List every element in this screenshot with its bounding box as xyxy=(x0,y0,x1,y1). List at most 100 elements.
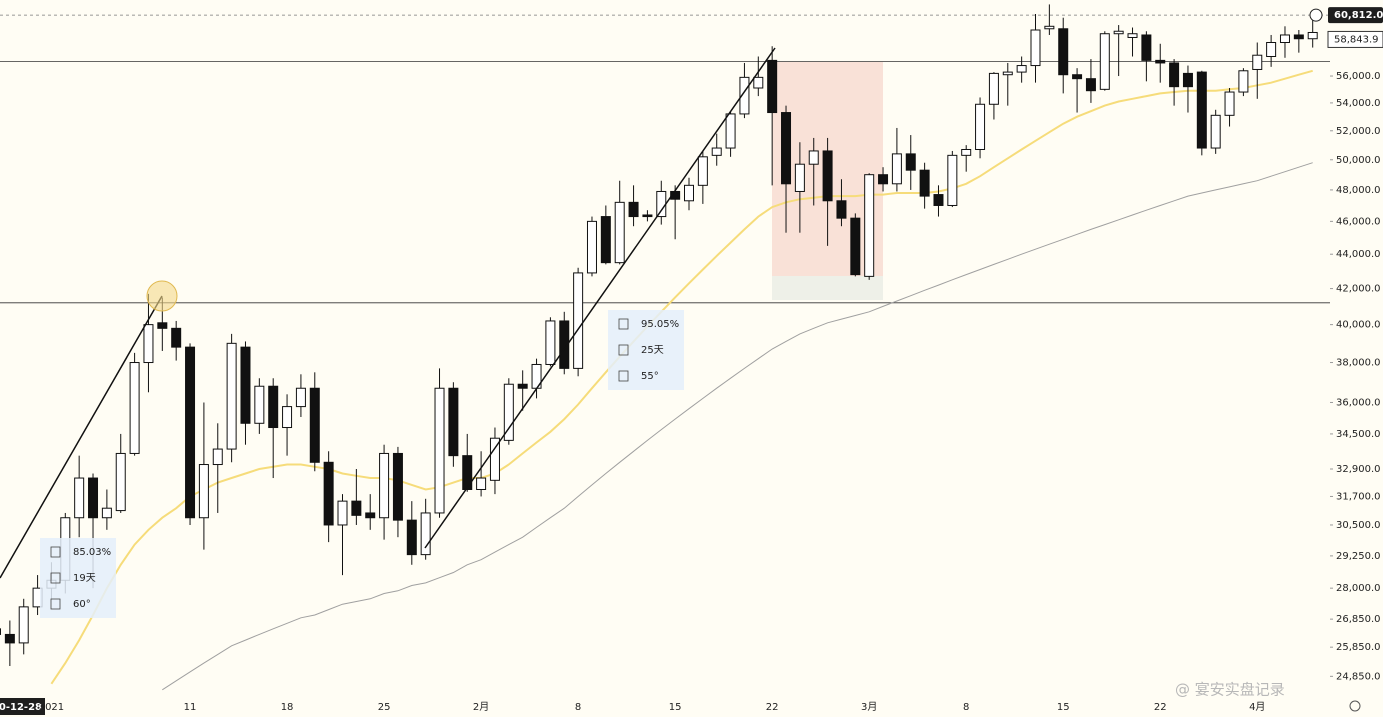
measure-icon xyxy=(618,344,629,356)
candle-body xyxy=(961,148,972,156)
candle-body xyxy=(1182,72,1193,88)
y-tick-label: 26,850.0 xyxy=(1336,614,1381,625)
candle-body xyxy=(74,477,85,519)
measure-text: 25天 xyxy=(641,345,664,356)
y-tick-label: 44,000.0 xyxy=(1336,249,1381,260)
price-tag xyxy=(1328,7,1383,24)
y-tick-label: 38,000.0 xyxy=(1336,358,1381,369)
candle-body xyxy=(794,163,805,192)
x-tick-label: 18 xyxy=(281,702,294,713)
moving-average xyxy=(162,162,1313,691)
x-tick-label: 25 xyxy=(378,702,391,713)
y-tick-label: 31,700.0 xyxy=(1336,491,1381,502)
x-tick-label: 22 xyxy=(766,702,779,713)
candle-body xyxy=(878,174,889,185)
candle-body xyxy=(0,628,1,635)
candle-body xyxy=(891,153,902,185)
candle-body xyxy=(1155,59,1166,64)
candle-body xyxy=(933,194,944,206)
price-tag xyxy=(1327,30,1383,48)
candle-body xyxy=(185,346,196,519)
candle-body xyxy=(573,272,584,369)
candle-body xyxy=(392,452,403,521)
candle-body xyxy=(240,346,251,424)
settings-icon[interactable] xyxy=(1349,700,1361,712)
y-tick-label: 40,000.0 xyxy=(1336,320,1381,331)
y-tick-label: 34,500.0 xyxy=(1336,429,1381,440)
candle-body xyxy=(1058,28,1069,76)
candle-body xyxy=(545,320,556,365)
candle-body xyxy=(697,156,708,186)
measure-text: 95.05% xyxy=(641,319,679,330)
x-tick-label: 2月 xyxy=(473,701,489,713)
y-tick-label: 29,250.0 xyxy=(1336,551,1381,562)
candle-body xyxy=(1307,31,1318,40)
x-tick-label: 11 xyxy=(184,702,197,713)
candle-body xyxy=(212,448,223,466)
y-tick-label: 24,850.0 xyxy=(1336,671,1381,682)
y-tick-label: 30,500.0 xyxy=(1336,520,1381,531)
candle-body xyxy=(586,220,597,274)
candle-body xyxy=(1238,70,1249,93)
measure-box xyxy=(40,538,116,618)
candle-body xyxy=(268,385,279,429)
candle-body xyxy=(406,519,417,556)
candle-body xyxy=(115,452,126,512)
candle-body xyxy=(282,406,293,429)
candle-body xyxy=(143,324,154,364)
x-tick-label: 22 xyxy=(1154,702,1167,713)
measure-icon xyxy=(618,370,629,382)
candle-body xyxy=(684,184,694,202)
candle-body xyxy=(559,320,570,369)
x-tick-label: 3月 xyxy=(861,701,877,713)
x-tick-label: 8 xyxy=(963,702,969,713)
candle-body xyxy=(448,387,459,457)
candle-body xyxy=(1266,42,1277,58)
measure-text: 60° xyxy=(73,599,91,610)
candle-body xyxy=(1016,65,1027,73)
candle-body xyxy=(1252,54,1263,70)
y-tick-label: 46,000.0 xyxy=(1336,216,1381,227)
y-tick-label: 32,900.0 xyxy=(1336,464,1381,475)
y-tick-label: 50,000.0 xyxy=(1336,155,1381,166)
measure-icon xyxy=(50,572,61,584)
x-tick-label: 8 xyxy=(575,702,581,713)
highlight-circle xyxy=(146,280,178,312)
x-tick-label: 15 xyxy=(1057,702,1070,713)
candle-body xyxy=(365,512,376,519)
x-tick-label: 2021 xyxy=(39,702,64,713)
candle-body xyxy=(18,606,29,644)
candle-body xyxy=(337,500,348,526)
candle-body xyxy=(1002,71,1013,76)
price-tag-label: 60,812.0 xyxy=(1334,10,1383,21)
y-tick-label: 42,000.0 xyxy=(1336,284,1381,295)
y-tick-label: 28,000.0 xyxy=(1336,583,1381,594)
candle-body xyxy=(1196,71,1207,149)
trend-line xyxy=(0,295,163,579)
candle-body xyxy=(600,216,611,264)
add-icon[interactable] xyxy=(1309,8,1323,22)
measure-text: 85.03% xyxy=(73,547,111,558)
candle-body xyxy=(711,147,722,156)
candle-body xyxy=(864,174,875,277)
candle-body xyxy=(753,76,764,89)
x-tick-label: 15 xyxy=(669,702,682,713)
y-tick-label: 36,000.0 xyxy=(1336,397,1381,408)
measure-icon xyxy=(618,318,629,330)
candle-body xyxy=(975,103,986,150)
candle-body xyxy=(628,201,639,218)
y-tick-label: 25,850.0 xyxy=(1336,642,1381,653)
candle-body xyxy=(157,322,168,329)
candle-body xyxy=(1072,74,1083,80)
candle-body xyxy=(351,500,362,516)
candle-body xyxy=(905,153,916,171)
candle-body xyxy=(476,477,487,490)
y-tick-label: 48,000.0 xyxy=(1336,185,1381,196)
measure-icon xyxy=(50,546,61,558)
candle-body xyxy=(642,214,653,218)
candle-body xyxy=(1210,114,1221,149)
candle-body xyxy=(919,169,930,197)
candle-body xyxy=(836,200,847,219)
